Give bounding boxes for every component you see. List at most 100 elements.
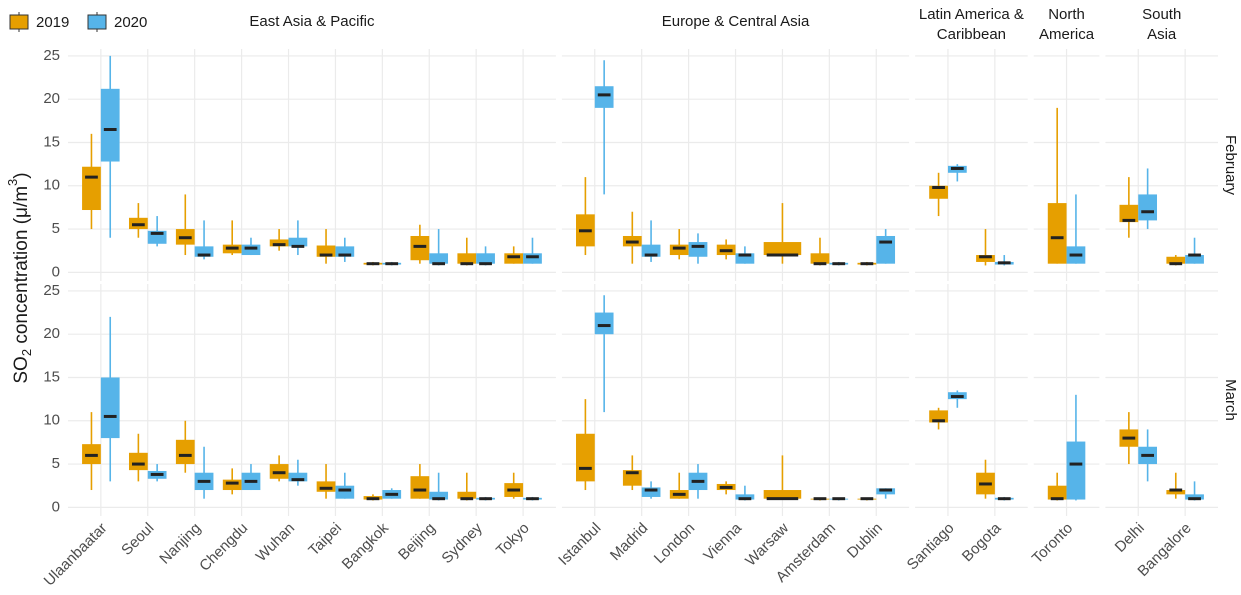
facet-title: Caribbean xyxy=(937,26,1006,43)
box xyxy=(241,244,261,256)
box xyxy=(457,253,477,264)
y-tick-label: 15 xyxy=(43,133,60,150)
y-tick-label: 20 xyxy=(43,90,60,107)
box xyxy=(1166,256,1186,264)
legend-label: 2019 xyxy=(36,14,69,31)
box xyxy=(669,244,689,256)
box xyxy=(410,235,430,261)
x-tick-label: Ulaanbaatar xyxy=(41,520,111,590)
box xyxy=(1047,203,1067,264)
y-tick-label: 5 xyxy=(52,220,60,237)
box xyxy=(504,253,524,264)
box xyxy=(175,439,195,465)
x-tick-label: London xyxy=(651,520,698,567)
x-tick-label: Santiago xyxy=(904,520,958,574)
y-title-part: SO xyxy=(11,356,32,383)
box xyxy=(976,255,995,262)
y-title-sub: 2 xyxy=(19,349,34,356)
y-tick-label: 15 xyxy=(43,368,60,385)
box xyxy=(1166,490,1186,495)
legend-key xyxy=(87,14,107,30)
box xyxy=(929,185,948,199)
x-tick-label: Vienna xyxy=(700,519,745,564)
box xyxy=(876,235,896,264)
x-tick-label: Beijing xyxy=(395,520,439,564)
box xyxy=(457,491,477,499)
x-tick-label: Delhi xyxy=(1112,520,1148,556)
facet-title: North xyxy=(1048,6,1085,23)
box xyxy=(1138,194,1158,221)
y-title-part: ) xyxy=(11,172,32,178)
x-tick-label: Dublin xyxy=(844,520,886,562)
x-tick-label: Taipei xyxy=(305,520,345,560)
x-tick-label: Seoul xyxy=(118,520,157,559)
box xyxy=(735,253,755,264)
box xyxy=(594,86,614,108)
box xyxy=(735,494,755,500)
box xyxy=(1185,255,1204,264)
y-tick-label: 0 xyxy=(52,498,60,515)
x-tick-label: Istanbul xyxy=(555,520,604,569)
box xyxy=(100,377,120,439)
facet-title: America xyxy=(1039,26,1095,43)
box xyxy=(1047,485,1067,500)
box xyxy=(810,253,830,264)
box xyxy=(476,253,495,264)
box xyxy=(641,487,661,497)
facet-title: Latin America & xyxy=(919,6,1024,23)
box xyxy=(335,485,355,499)
legend-key xyxy=(9,14,29,30)
y-title-sup: 3 xyxy=(5,179,20,186)
panel-background xyxy=(915,284,1028,516)
row-strip-label: February xyxy=(1222,135,1239,196)
box xyxy=(688,242,708,257)
facet-title: South xyxy=(1142,6,1181,23)
y-title-part: concentration (μ/m xyxy=(11,186,32,349)
box xyxy=(410,476,430,499)
row-strip-label: March xyxy=(1222,379,1239,421)
y-axis-title: SO2 concentration (μ/m3) xyxy=(5,172,34,383)
box xyxy=(316,245,336,257)
facet-title: Asia xyxy=(1147,26,1177,43)
y-tick-label: 0 xyxy=(52,263,60,280)
box xyxy=(288,237,308,247)
panel-background xyxy=(1105,284,1218,516)
box xyxy=(100,88,120,162)
box xyxy=(128,452,148,471)
y-tick-label: 10 xyxy=(43,177,60,194)
panel-background xyxy=(68,49,556,281)
x-tick-label: Toronto xyxy=(1029,520,1076,567)
box xyxy=(288,472,308,482)
panel-background xyxy=(68,284,556,516)
y-tick-label: 20 xyxy=(43,325,60,342)
box xyxy=(269,239,289,247)
x-tick-label: Madrid xyxy=(607,520,651,564)
x-tick-label: Bangkok xyxy=(339,519,393,573)
y-tick-label: 5 xyxy=(52,455,60,472)
y-tick-label: 25 xyxy=(43,47,60,64)
x-tick-label: Tokyo xyxy=(493,520,533,560)
legend-label: 2020 xyxy=(114,14,147,31)
box xyxy=(222,479,242,491)
box xyxy=(429,253,449,264)
box xyxy=(1185,494,1204,500)
box xyxy=(763,242,802,256)
x-tick-label: Bogota xyxy=(959,519,1005,565)
x-tick-label: Sydney xyxy=(438,519,486,567)
panel-background xyxy=(1105,49,1218,281)
box xyxy=(1119,204,1139,223)
box xyxy=(594,312,614,335)
y-tick-label: 10 xyxy=(43,412,60,429)
box xyxy=(1066,441,1086,500)
box xyxy=(429,491,449,500)
y-tick-label: 25 xyxy=(43,282,60,299)
box xyxy=(763,490,802,499)
box xyxy=(335,246,355,257)
box xyxy=(82,166,101,211)
panel-background xyxy=(915,49,1028,281)
facet-title: Europe & Central Asia xyxy=(662,13,810,30)
box xyxy=(523,253,542,264)
box xyxy=(576,433,595,482)
box xyxy=(316,481,336,492)
